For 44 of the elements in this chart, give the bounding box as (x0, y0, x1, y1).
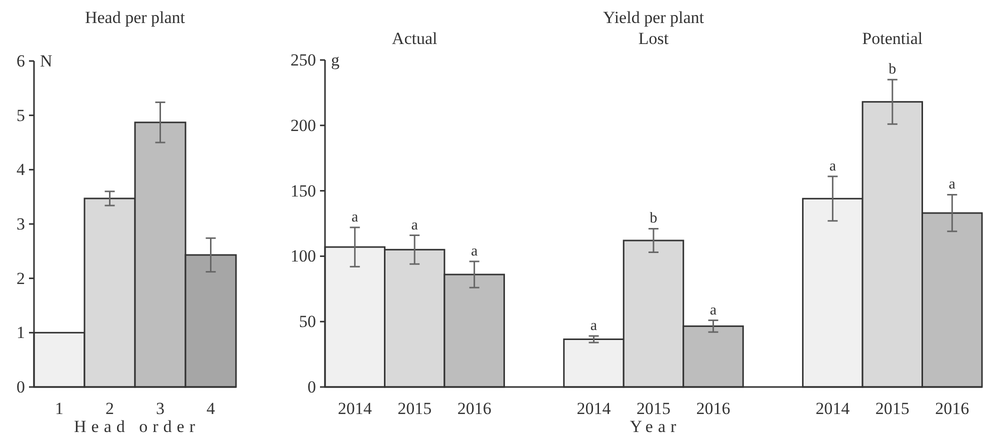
x-tick-label: 2 (106, 399, 114, 418)
y-tick-label: 2 (16, 268, 25, 288)
data-label: b (888, 62, 896, 78)
y-tick-label: 100 (290, 246, 316, 266)
y-tick-label: 250 (290, 50, 316, 70)
data-label: a (590, 318, 598, 334)
y-tick-label: 6 (16, 52, 25, 70)
data-label: b (650, 210, 658, 227)
data-label: a (411, 217, 418, 234)
x-tick-label: 2014 (338, 399, 372, 418)
text: Lost (638, 29, 669, 48)
x-tick-label: 4 (206, 399, 216, 418)
x-tick-label: 3 (156, 399, 164, 418)
y-tick-label: 200 (290, 116, 316, 135)
x-tick-label: 2016 (696, 399, 730, 418)
x-tick-label: 2016 (935, 399, 970, 418)
x-tick-label: 2015 (875, 399, 910, 418)
y-tick-label: 0 (16, 378, 25, 396)
data-label: a (829, 158, 836, 174)
data-label: a (710, 302, 717, 318)
y-tick-label: 50 (299, 312, 316, 332)
x-tick-label: 2014 (576, 399, 612, 418)
x-tick-label: 2015 (398, 399, 432, 418)
data-label: a (352, 209, 359, 226)
x-tick-label: 2014 (816, 399, 850, 418)
chart-title: Head per plant (84, 8, 186, 27)
chart-title: Yield per plant (602, 8, 704, 27)
text: Potential (862, 29, 923, 48)
x-tick-label: 2015 (636, 399, 670, 418)
x-axis-title: Head order (74, 417, 200, 436)
x-axis-title: Year (630, 417, 682, 436)
y-tick-label: 4 (16, 160, 26, 180)
y-tick-label: 1 (16, 323, 25, 342)
data-label: a (470, 243, 478, 260)
x-tick-label: 2016 (457, 399, 492, 418)
x-tick-label: 1 (55, 399, 64, 418)
y-tick-label: 150 (290, 181, 316, 200)
y-tick-label: 0 (308, 378, 316, 396)
y-tick-label: 3 (16, 214, 25, 234)
data-label: a (948, 176, 956, 193)
y-axis-title: N (40, 52, 52, 70)
y-axis-title: g (331, 50, 340, 70)
y-tick-label: 5 (16, 106, 25, 125)
text: Actual (392, 29, 438, 48)
